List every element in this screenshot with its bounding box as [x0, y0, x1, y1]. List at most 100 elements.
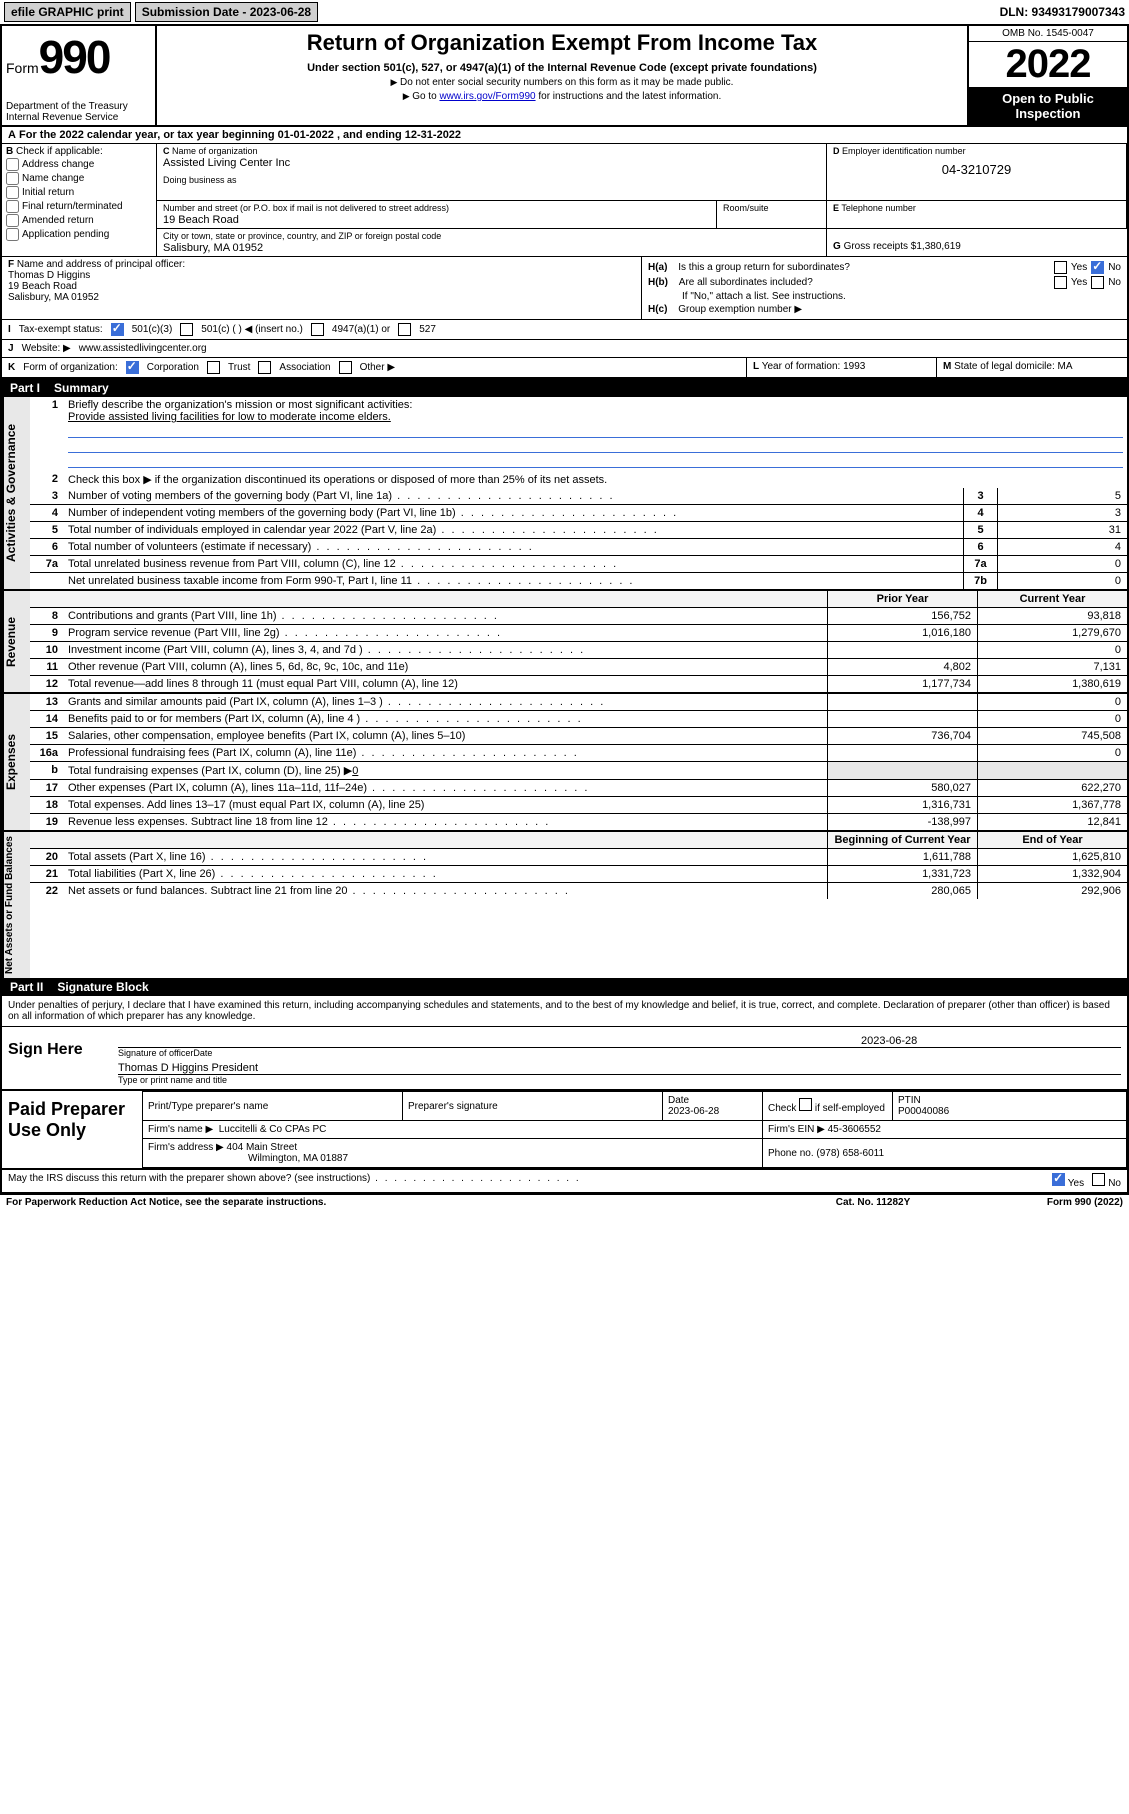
city-state-zip: Salisbury, MA 01952 — [163, 241, 820, 254]
form-header: Form 990 Department of the Treasury Inte… — [2, 26, 1127, 127]
dept-treasury: Department of the Treasury Internal Reve… — [6, 101, 155, 123]
cb-other[interactable] — [339, 361, 352, 374]
p11: 4,802 — [827, 659, 977, 675]
vtab-expenses: Expenses — [2, 694, 30, 830]
c10: 0 — [977, 642, 1127, 658]
c15: 745,508 — [977, 728, 1127, 744]
c8: 93,818 — [977, 608, 1127, 624]
cb-501c[interactable] — [180, 323, 193, 336]
subtitle-3: Go to www.irs.gov/Form990 for instructio… — [165, 91, 959, 102]
efile-print-button[interactable]: efile GRAPHIC print — [4, 2, 131, 22]
sign-date: 2023-06-28 — [861, 1035, 1121, 1047]
form-title: Return of Organization Exempt From Incom… — [165, 30, 959, 56]
c14: 0 — [977, 711, 1127, 727]
cb-address-change[interactable]: Address change — [6, 158, 152, 171]
mission-text: Provide assisted living facilities for l… — [68, 411, 391, 423]
c19: 12,841 — [977, 814, 1127, 830]
firm-addr1: 404 Main Street — [227, 1142, 298, 1153]
cb-self-employed[interactable] — [799, 1098, 812, 1111]
p16a — [827, 745, 977, 761]
p18: 1,316,731 — [827, 797, 977, 813]
form-990: Form 990 Department of the Treasury Inte… — [0, 24, 1129, 1195]
cb-name-change[interactable]: Name change — [6, 172, 152, 185]
paid-preparer-block: Paid Preparer Use Only Print/Type prepar… — [2, 1091, 1127, 1170]
line-M: M State of legal domicile: MA — [937, 358, 1127, 377]
c11: 7,131 — [977, 659, 1127, 675]
line-A-taxyear: A For the 2022 calendar year, or tax yea… — [2, 127, 1127, 144]
org-name: Assisted Living Center Inc — [163, 156, 820, 169]
part-1-header: Part I Summary — [2, 379, 1127, 397]
cb-application-pending[interactable]: Application pending — [6, 228, 152, 241]
cb-corporation[interactable] — [126, 361, 139, 374]
topbar: efile GRAPHIC print Submission Date - 20… — [0, 0, 1129, 24]
cb-association[interactable] — [258, 361, 271, 374]
b22: 280,065 — [827, 883, 977, 899]
p10 — [827, 642, 977, 658]
line-I: I Tax-exempt status: 501(c)(3) 501(c) ( … — [2, 320, 1127, 340]
section-revenue: Revenue Prior YearCurrent Year 8Contribu… — [2, 591, 1127, 694]
officer-name: Thomas D Higgins — [8, 270, 90, 281]
vtab-netassets: Net Assets or Fund Balances — [2, 832, 30, 978]
submission-date-button[interactable]: Submission Date - 2023-06-28 — [135, 2, 318, 22]
section-governance: Activities & Governance 1 Briefly descri… — [2, 397, 1127, 591]
firm-addr2: Wilmington, MA 01887 — [148, 1153, 348, 1164]
gross-receipts: 1,380,619 — [916, 241, 961, 252]
p13 — [827, 694, 977, 710]
irs-link[interactable]: www.irs.gov/Form990 — [439, 91, 535, 102]
val-5: 31 — [997, 522, 1127, 538]
section-netassets: Net Assets or Fund Balances Beginning of… — [2, 832, 1127, 978]
subtitle-1: Under section 501(c), 527, or 4947(a)(1)… — [165, 62, 959, 74]
form-word: Form — [6, 60, 39, 76]
prep-date: 2023-06-28 — [668, 1106, 719, 1117]
officer-signed-name: Thomas D Higgins President — [118, 1062, 1121, 1074]
cb-initial-return[interactable]: Initial return — [6, 186, 152, 199]
section-FH: F Name and address of principal officer:… — [2, 257, 1127, 320]
vtab-revenue: Revenue — [2, 591, 30, 692]
p12: 1,177,734 — [827, 676, 977, 692]
p19: -138,997 — [827, 814, 977, 830]
e20: 1,625,810 — [977, 849, 1127, 865]
c16a: 0 — [977, 745, 1127, 761]
b21: 1,331,723 — [827, 866, 977, 882]
e21: 1,332,904 — [977, 866, 1127, 882]
c18: 1,367,778 — [977, 797, 1127, 813]
cb-527[interactable] — [398, 323, 411, 336]
cb-ha-no[interactable] — [1091, 261, 1104, 274]
cb-trust[interactable] — [207, 361, 220, 374]
firm-ein: 45-3606552 — [828, 1124, 881, 1135]
val-7b: 0 — [997, 573, 1127, 589]
dln-label: DLN: 93493179007343 — [1000, 5, 1125, 19]
line-L: L Year of formation: 1993 — [747, 358, 937, 377]
form-number: 990 — [39, 30, 110, 84]
ein: 04-3210729 — [833, 156, 1120, 177]
c12: 1,380,619 — [977, 676, 1127, 692]
col-B-checkboxes: B Check if applicable: Address change Na… — [2, 144, 157, 256]
cb-hb-no[interactable] — [1091, 276, 1104, 289]
section-BCDE: B Check if applicable: Address change Na… — [2, 144, 1127, 257]
p9: 1,016,180 — [827, 625, 977, 641]
firm-name: Luccitelli & Co CPAs PC — [219, 1124, 327, 1135]
tax-year: 2022 — [969, 42, 1127, 87]
p8: 156,752 — [827, 608, 977, 624]
e22: 292,906 — [977, 883, 1127, 899]
c13: 0 — [977, 694, 1127, 710]
cb-discuss-yes[interactable] — [1052, 1173, 1065, 1186]
c9: 1,279,670 — [977, 625, 1127, 641]
page-footer: For Paperwork Reduction Act Notice, see … — [0, 1195, 1129, 1210]
website: www.assistedlivingcenter.org — [79, 343, 207, 354]
cb-hb-yes[interactable] — [1054, 276, 1067, 289]
cb-discuss-no[interactable] — [1092, 1173, 1105, 1186]
cb-amended-return[interactable]: Amended return — [6, 214, 152, 227]
cb-final-return[interactable]: Final return/terminated — [6, 200, 152, 213]
section-expenses: Expenses 13Grants and similar amounts pa… — [2, 694, 1127, 832]
val-6: 4 — [997, 539, 1127, 555]
c17: 622,270 — [977, 780, 1127, 796]
cb-4947[interactable] — [311, 323, 324, 336]
val-7a: 0 — [997, 556, 1127, 572]
line-K: K Form of organization: Corporation Trus… — [2, 358, 747, 377]
cb-501c3[interactable] — [111, 323, 124, 336]
cb-ha-yes[interactable] — [1054, 261, 1067, 274]
part-2-header: Part II Signature Block — [2, 978, 1127, 996]
open-public: Open to Public Inspection — [969, 87, 1127, 125]
vtab-governance: Activities & Governance — [2, 397, 30, 589]
